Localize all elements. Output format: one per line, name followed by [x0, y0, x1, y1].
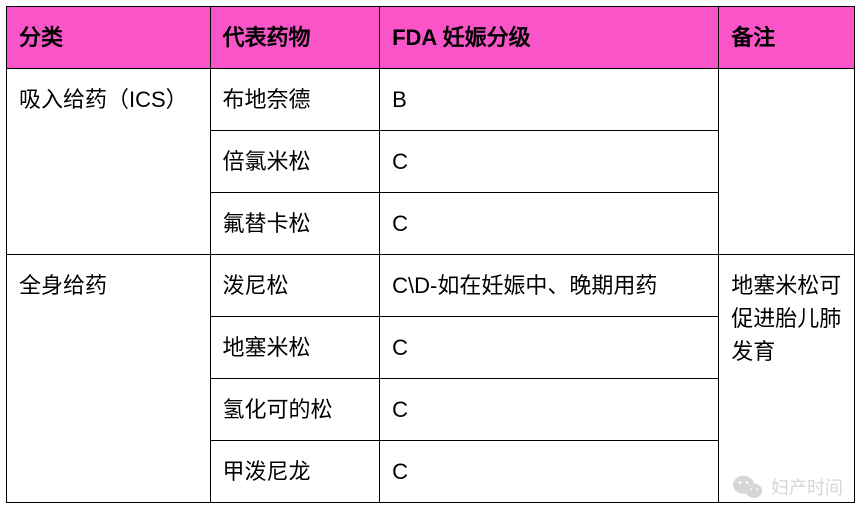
table-row: 全身给药泼尼松C\D-如在妊娠中、晚期用药地塞米松可促进胎儿肺发育: [7, 255, 855, 317]
cell-drug: 甲泼尼龙: [210, 441, 380, 503]
table-row: 吸入给药（ICS）布地奈德B: [7, 69, 855, 131]
drug-pregnancy-table: 分类 代表药物 FDA 妊娠分级 备注 吸入给药（ICS）布地奈德B倍氯米松C氟…: [6, 6, 855, 503]
cell-notes: 地塞米松可促进胎儿肺发育: [719, 255, 855, 503]
cell-fda: C: [380, 193, 719, 255]
cell-fda: C: [380, 317, 719, 379]
cell-category: 全身给药: [7, 255, 211, 503]
cell-drug: 氢化可的松: [210, 379, 380, 441]
cell-drug: 泼尼松: [210, 255, 380, 317]
cell-drug: 倍氯米松: [210, 131, 380, 193]
cell-category: 吸入给药（ICS）: [7, 69, 211, 255]
cell-fda: C: [380, 441, 719, 503]
header-row: 分类 代表药物 FDA 妊娠分级 备注: [7, 7, 855, 69]
cell-notes: [719, 69, 855, 255]
header-drug: 代表药物: [210, 7, 380, 69]
cell-fda: C\D-如在妊娠中、晚期用药: [380, 255, 719, 317]
table-body: 吸入给药（ICS）布地奈德B倍氯米松C氟替卡松C全身给药泼尼松C\D-如在妊娠中…: [7, 69, 855, 503]
header-fda: FDA 妊娠分级: [380, 7, 719, 69]
cell-drug: 布地奈德: [210, 69, 380, 131]
cell-fda: C: [380, 131, 719, 193]
cell-fda: C: [380, 379, 719, 441]
header-cat: 分类: [7, 7, 211, 69]
cell-drug: 地塞米松: [210, 317, 380, 379]
cell-drug: 氟替卡松: [210, 193, 380, 255]
header-notes: 备注: [719, 7, 855, 69]
cell-fda: B: [380, 69, 719, 131]
